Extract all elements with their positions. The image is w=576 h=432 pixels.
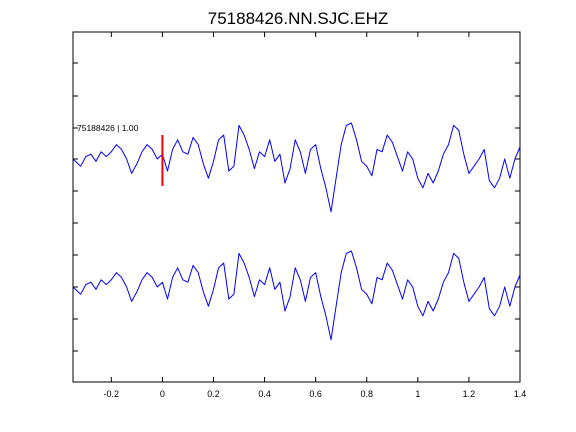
x-tick-label: 1.2 bbox=[463, 389, 476, 399]
x-tick-label: 0.8 bbox=[360, 389, 373, 399]
trace-annotation: 75188426 | 1.00 bbox=[77, 123, 139, 133]
x-tick-label: 0.6 bbox=[309, 389, 322, 399]
chart-title: 75188426.NN.SJC.EHZ bbox=[208, 9, 388, 28]
plot-frame bbox=[72, 31, 521, 383]
x-tick-label: 0 bbox=[160, 389, 165, 399]
x-tick-label: 0.2 bbox=[207, 389, 220, 399]
trace-line bbox=[72, 250, 521, 341]
x-tick-label: 1 bbox=[415, 389, 420, 399]
x-ticks: -0.2 0 0.2 0.4 0.6 0.8 1 1.2 1.4 bbox=[104, 32, 527, 399]
x-tick-label: 1.4 bbox=[514, 389, 527, 399]
x-tick-label: -0.2 bbox=[104, 389, 120, 399]
y-ticks bbox=[73, 62, 520, 352]
trace-line bbox=[72, 122, 521, 213]
x-tick-label: 0.4 bbox=[258, 389, 271, 399]
traces bbox=[72, 122, 521, 341]
